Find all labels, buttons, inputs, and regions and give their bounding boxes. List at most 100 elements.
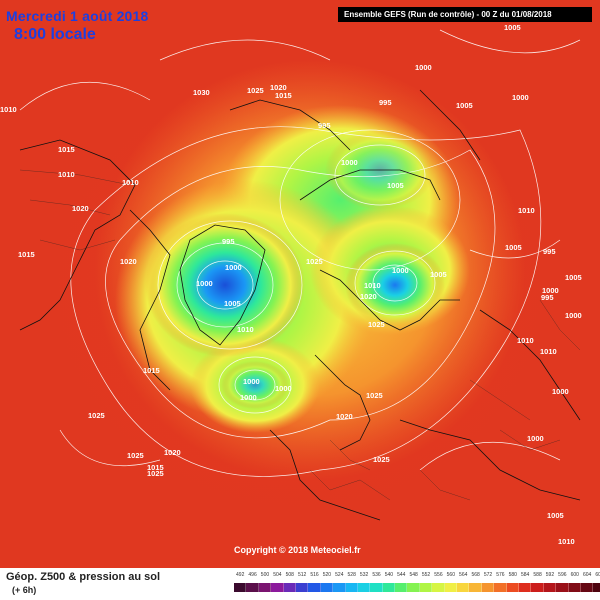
scale-label: 584 [521, 572, 530, 578]
scale-label: 604 [582, 572, 592, 578]
pressure-label: 1000 [196, 279, 213, 288]
color-scale-labels: 492 496 500 504 508 512 516 520 524 528 532 536 540 5… [234, 572, 600, 578]
pressure-label: 1025 [368, 320, 385, 329]
pressure-label: 1000 [240, 393, 257, 402]
scale-label: 512 [297, 572, 307, 578]
low-greenland [145, 213, 305, 357]
scale-swatch [345, 583, 358, 592]
scale-label: 568 [471, 572, 480, 578]
pressure-label: 1020 [336, 412, 353, 421]
pressure-label: 1020 [120, 257, 137, 266]
scale-swatch [469, 583, 482, 592]
scale-swatch [320, 583, 334, 592]
scale-swatch [258, 583, 272, 592]
pressure-label: 1025 [88, 411, 105, 420]
pressure-label: 1015 [275, 91, 292, 100]
model-run-header: Ensemble GEFS (Run de contrôle) - 00 Z d… [338, 7, 592, 22]
pressure-label: 1000 [527, 434, 544, 443]
pressure-label: 1020 [72, 204, 89, 213]
scale-label: 576 [496, 572, 505, 578]
scale-swatch [580, 583, 594, 592]
scale-swatch [395, 583, 408, 592]
pressure-label: 1025 [147, 469, 164, 478]
scale-swatch [382, 583, 396, 592]
pressure-label: 1015 [18, 250, 35, 259]
scale-label: 600 [570, 572, 579, 578]
scale-label: 536 [372, 572, 381, 578]
coastlines [19, 89, 581, 521]
pressure-label: 1000 [341, 158, 358, 167]
scale-swatch [370, 583, 383, 592]
pressure-label: 1025 [127, 451, 144, 460]
pressure-label: 995 [541, 293, 554, 302]
scale-swatch [531, 583, 544, 592]
forecast-offset: (+ 6h) [12, 585, 37, 595]
color-scale-bar [234, 583, 600, 592]
scale-swatch [444, 583, 458, 592]
pressure-label: 1000 [552, 387, 569, 396]
scale-label: 556 [434, 572, 443, 578]
scale-label: 520 [322, 572, 332, 578]
scale-swatch [246, 583, 259, 592]
scale-label: 548 [409, 572, 418, 578]
scale-swatch [357, 583, 371, 592]
pressure-label: 995 [222, 237, 235, 246]
pressure-label: 1005 [505, 243, 522, 252]
pressure-label: 995 [318, 121, 331, 130]
scale-label: 572 [483, 572, 493, 578]
pressure-label: 1000 [565, 311, 582, 320]
pressure-label: 1015 [143, 366, 160, 375]
copyright-notice: Copyright © 2018 Meteociel.fr [234, 545, 361, 555]
pressure-label: 1025 [306, 257, 323, 266]
scale-swatch [543, 583, 557, 592]
pressure-label: 1015 [58, 145, 75, 154]
pressure-label: 1000 [275, 384, 292, 393]
pressure-label: 1010 [58, 170, 75, 179]
scale-label: 508 [285, 572, 294, 578]
pressure-label: 1010 [364, 281, 381, 290]
pressure-label: 1010 [237, 325, 254, 334]
scale-label: 516 [310, 572, 319, 578]
scale-label: 596 [558, 572, 567, 578]
scale-swatch [481, 583, 495, 592]
scale-swatch [283, 583, 296, 592]
pressure-label: 1005 [504, 23, 521, 32]
scale-swatch [432, 583, 445, 592]
scale-label: 580 [508, 572, 517, 578]
pressure-label: 1005 [547, 511, 564, 520]
pressure-label: 1005 [224, 299, 241, 308]
pressure-label: 1010 [518, 206, 535, 215]
pressure-label: 1025 [247, 86, 264, 95]
scale-swatch [295, 583, 309, 592]
pressure-label: 1000 [225, 263, 242, 272]
pressure-label: 1025 [366, 391, 383, 400]
pressure-label: 1000 [415, 63, 432, 72]
scale-label: 524 [335, 572, 344, 578]
chart-date: Mercredi 1 août 2018 [6, 8, 149, 24]
chart-time: 8:00 locale [14, 26, 96, 43]
pressure-label: 1005 [456, 101, 473, 110]
scale-label: 492 [236, 572, 245, 578]
pressure-label: 995 [379, 98, 392, 107]
scale-label: 544 [397, 572, 406, 578]
pressure-label: 1005 [565, 273, 582, 282]
pressure-label: 1005 [430, 270, 447, 279]
pressure-label: 1020 [360, 292, 377, 301]
scale-label: 532 [359, 572, 369, 578]
scale-label: 560 [446, 572, 455, 578]
pressure-label: 1000 [512, 93, 529, 102]
low-siberia [345, 243, 445, 327]
scale-label: 504 [273, 572, 282, 578]
scale-label: 540 [384, 572, 394, 578]
pressure-label: 1005 [387, 181, 404, 190]
scale-swatch [457, 583, 470, 592]
pressure-label: 1000 [243, 377, 260, 386]
scale-label: 528 [347, 572, 356, 578]
scale-swatch [234, 583, 247, 592]
scale-swatch [308, 583, 321, 592]
pressure-label: 1015 [147, 463, 164, 472]
scale-label: 588 [533, 572, 542, 578]
pressure-label: 1010 [0, 105, 17, 114]
